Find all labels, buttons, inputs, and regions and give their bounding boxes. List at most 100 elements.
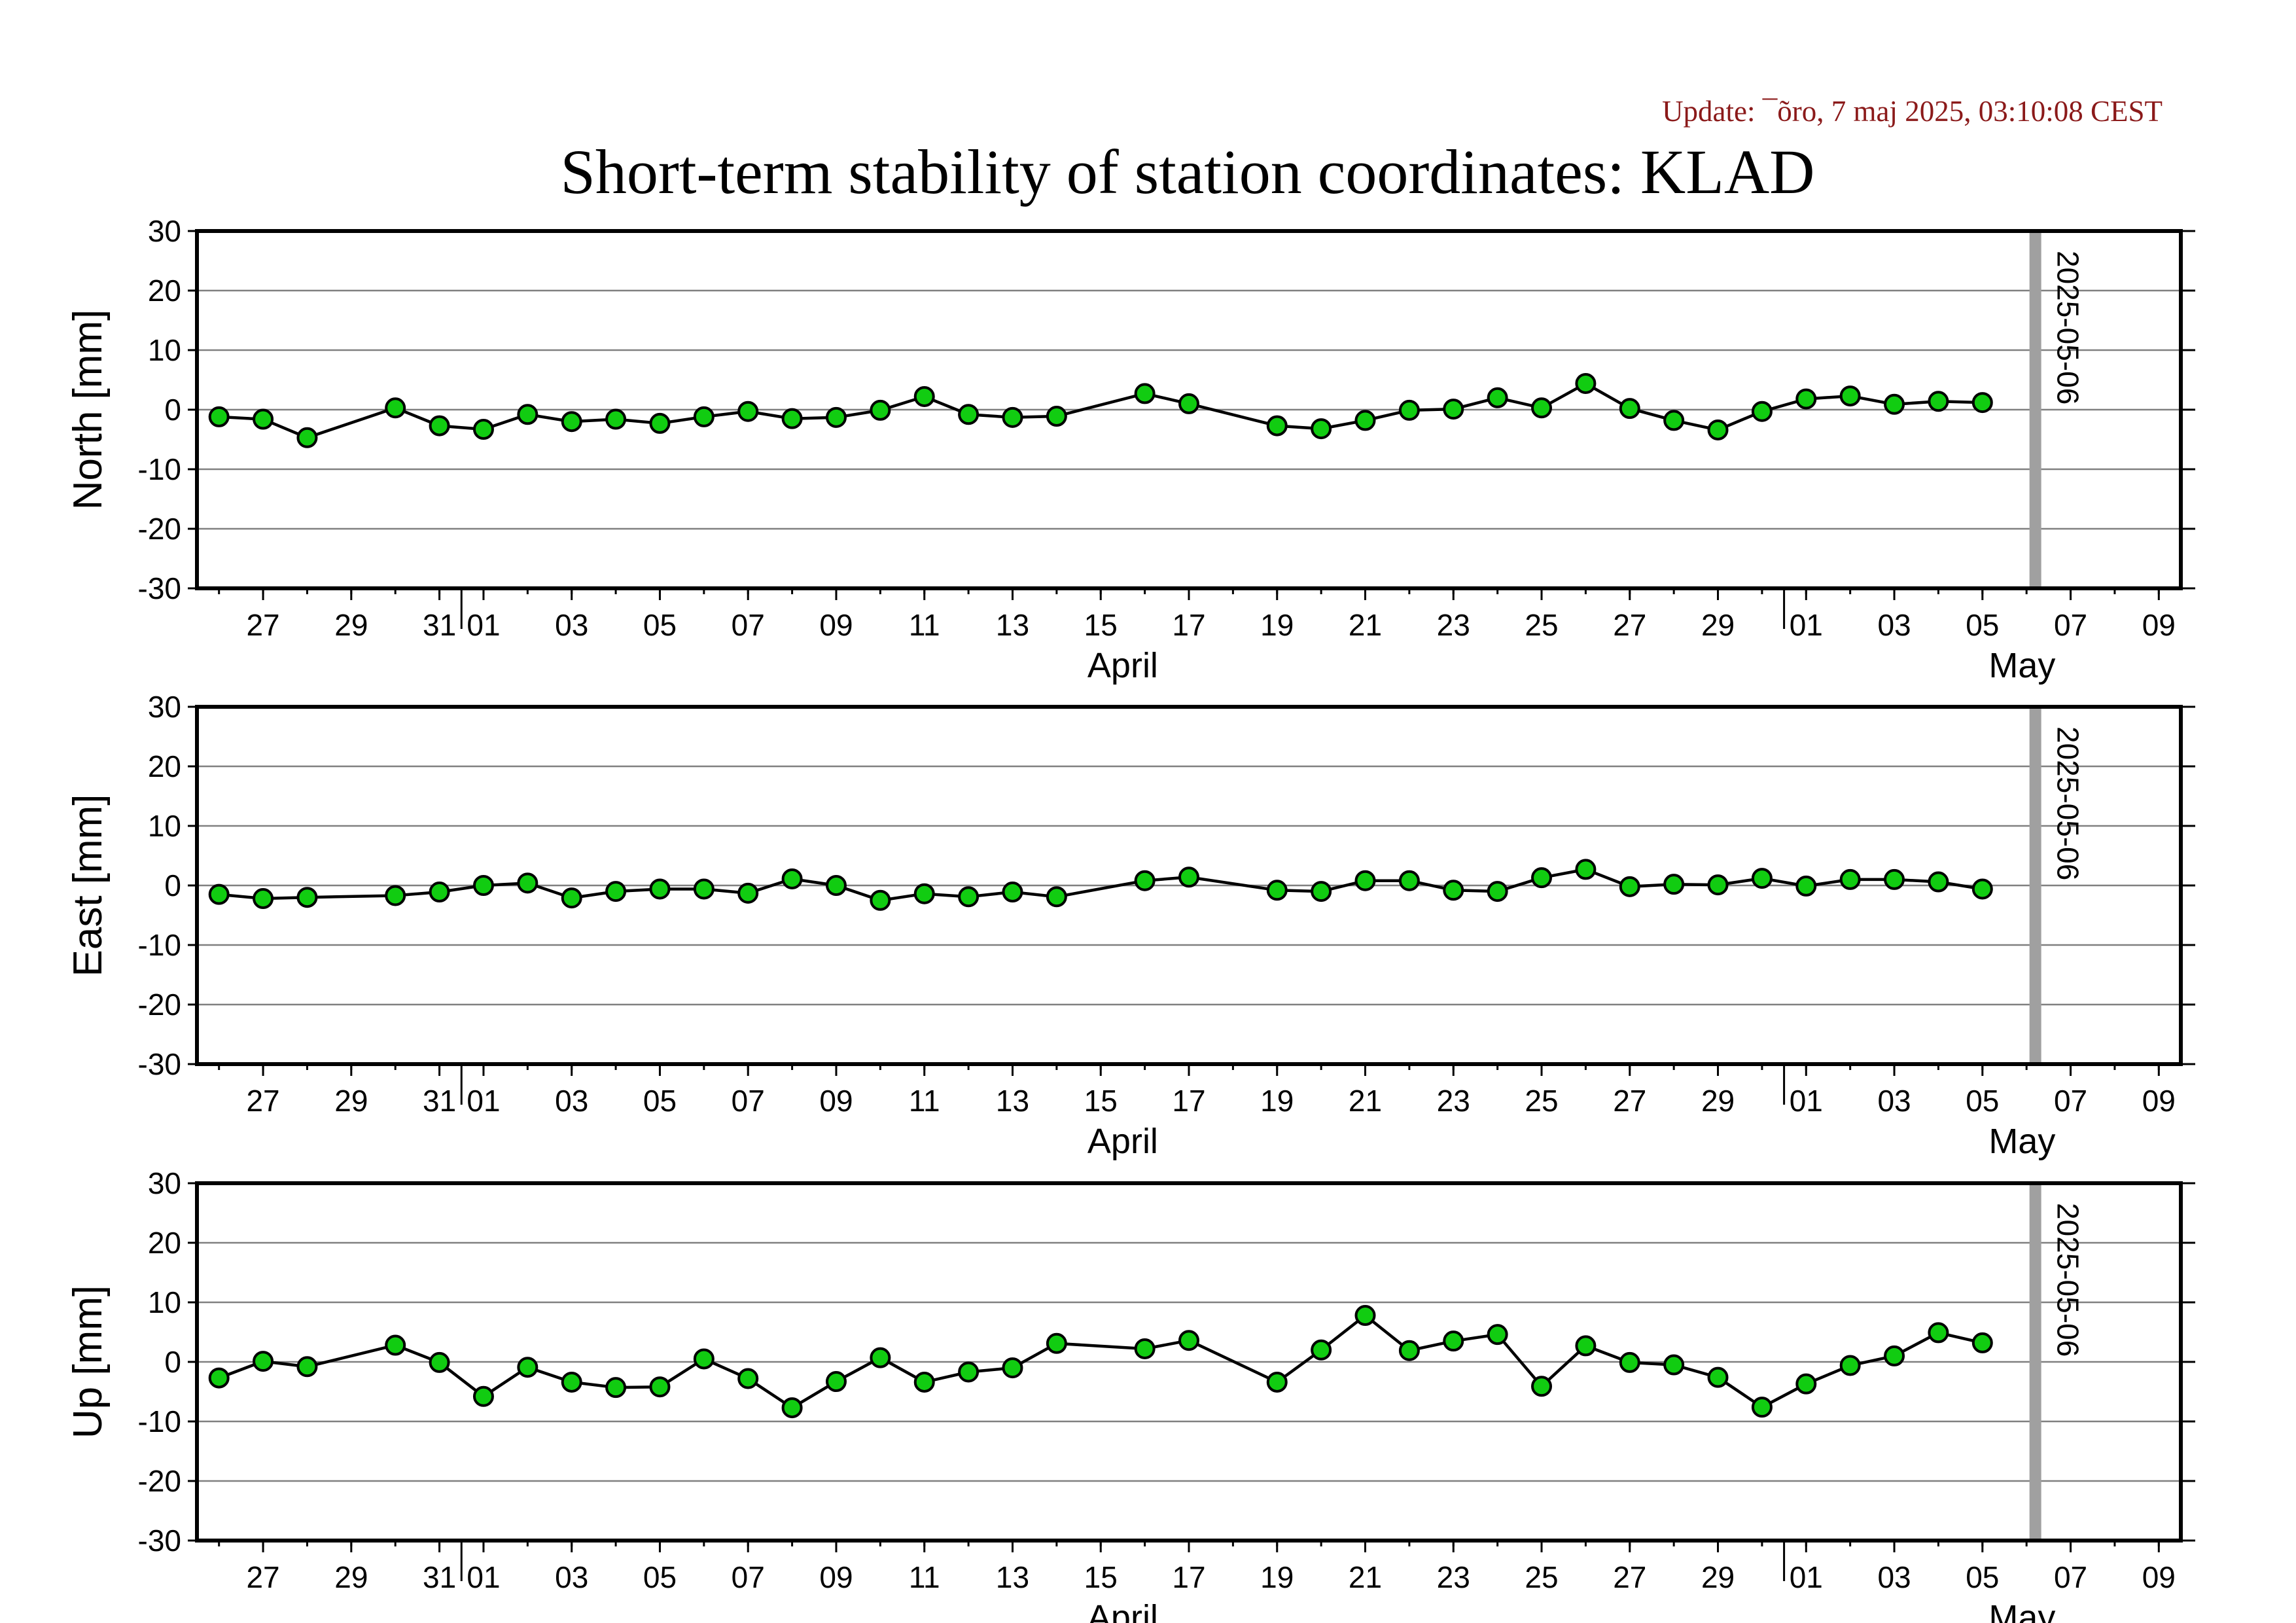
data-point: [1619, 398, 1640, 419]
data-point: [1178, 866, 1199, 888]
data-point: [1795, 1373, 1817, 1395]
x-tick-label: 09: [2142, 1560, 2176, 1594]
data-point: [561, 1371, 582, 1393]
x-tick-label: 03: [1877, 608, 1911, 642]
data-point: [1839, 868, 1861, 890]
y-tick-label: -20: [138, 1464, 181, 1498]
data-point: [1354, 1305, 1376, 1327]
data-point: [1354, 410, 1376, 431]
y-axis-label: East [mm]: [65, 794, 111, 976]
x-tick-label: 09: [819, 608, 853, 642]
month-label: April: [1087, 646, 1158, 685]
y-tick-label: 20: [148, 274, 181, 308]
y-axis-label: Up [mm]: [65, 1285, 111, 1438]
y-tick-label: 10: [148, 1285, 181, 1319]
data-point: [1707, 1366, 1729, 1388]
x-tick-label: 01: [467, 608, 500, 642]
data-point: [1928, 391, 1949, 412]
y-tick-label: 10: [148, 809, 181, 843]
x-tick-label: 07: [2054, 1560, 2087, 1594]
x-tick-label: 01: [467, 1560, 500, 1594]
date-marker-label: 2025-05-06: [2051, 1203, 2085, 1357]
data-point: [1531, 1376, 1553, 1397]
data-point: [253, 888, 274, 910]
data-point: [1839, 1355, 1861, 1376]
month-label: May: [1988, 646, 2055, 685]
data-point: [1619, 1351, 1640, 1373]
data-point: [605, 881, 627, 902]
y-tick-label: -10: [138, 1404, 181, 1438]
data-point: [1134, 1338, 1156, 1359]
data-point: [1178, 1330, 1199, 1351]
x-tick-label: 19: [1260, 1084, 1294, 1118]
data-point: [561, 887, 582, 909]
x-tick-label: 31: [423, 608, 456, 642]
data-point: [1311, 1339, 1332, 1361]
x-tick-label: 07: [2054, 1084, 2087, 1118]
y-tick-label: -10: [138, 928, 181, 962]
y-tick-label: -20: [138, 988, 181, 1022]
x-tick-label: 27: [1613, 608, 1646, 642]
x-tick-label: 11: [909, 1560, 940, 1594]
y-axis-label: North [mm]: [65, 310, 111, 510]
y-tick-label: 0: [164, 1345, 181, 1379]
data-point: [737, 1368, 759, 1389]
x-tick-label: 19: [1260, 1560, 1294, 1594]
data-point: [1751, 1397, 1773, 1418]
data-point: [958, 886, 980, 908]
y-tick-label: -30: [138, 1524, 181, 1558]
plot-frame: [195, 705, 2183, 1066]
x-tick-label: 15: [1084, 608, 1118, 642]
data-point: [385, 885, 406, 906]
x-tick-label: 05: [1966, 1560, 1999, 1594]
data-point: [517, 404, 539, 425]
data-point: [208, 1367, 230, 1389]
x-tick-label: 11: [909, 608, 940, 642]
data-point: [870, 889, 891, 911]
x-tick-label: 23: [1437, 1084, 1470, 1118]
data-point: [1002, 1357, 1023, 1379]
x-tick-label: 07: [732, 1084, 765, 1118]
x-tick-label: 23: [1437, 608, 1470, 642]
data-point: [649, 1376, 671, 1398]
data-point: [1531, 867, 1553, 889]
x-tick-label: 05: [1966, 608, 1999, 642]
data-point: [1354, 870, 1376, 891]
x-tick-label: 29: [334, 1560, 368, 1594]
x-tick-label: 23: [1437, 1560, 1470, 1594]
data-point: [1575, 1335, 1597, 1357]
x-tick-label: 07: [2054, 608, 2087, 642]
x-tick-label: 01: [1790, 1560, 1823, 1594]
data-point: [649, 412, 671, 434]
data-point: [1134, 870, 1156, 891]
y-tick-label: -10: [138, 452, 181, 486]
panel-0: 30 20 10 0 -10 -20 -30 27 29 31 01 03 05 07 09 11 13 15 17…: [65, 214, 2195, 685]
data-point: [649, 878, 671, 900]
x-tick-label: 27: [246, 1560, 279, 1594]
x-tick-label: 17: [1172, 608, 1205, 642]
panel-2: 30 20 10 0 -10 -20 -30 27 29 31 01 03 05 07 09 11 13 15 17…: [65, 1166, 2195, 1623]
data-point: [1663, 410, 1685, 431]
data-point: [253, 1351, 274, 1372]
y-tick-label: 30: [148, 690, 181, 724]
data-point: [1002, 882, 1023, 903]
data-point: [958, 404, 980, 425]
x-tick-label: 15: [1084, 1084, 1118, 1118]
x-tick-label: 01: [467, 1084, 500, 1118]
data-point: [1487, 881, 1508, 902]
data-point: [1884, 868, 1905, 890]
data-point: [1398, 870, 1420, 891]
data-point: [1971, 1332, 1993, 1353]
data-point: [208, 883, 230, 905]
data-point: [693, 878, 715, 900]
y-tick-label: -30: [138, 571, 181, 605]
data-point: [1443, 880, 1464, 901]
x-tick-label: 05: [643, 608, 677, 642]
x-tick-label: 17: [1172, 1560, 1205, 1594]
data-point: [781, 1397, 803, 1419]
data-point: [429, 882, 450, 903]
data-point: [1884, 393, 1905, 415]
x-tick-label: 09: [819, 1084, 853, 1118]
x-tick-label: 19: [1260, 608, 1294, 642]
data-point: [1795, 875, 1817, 897]
